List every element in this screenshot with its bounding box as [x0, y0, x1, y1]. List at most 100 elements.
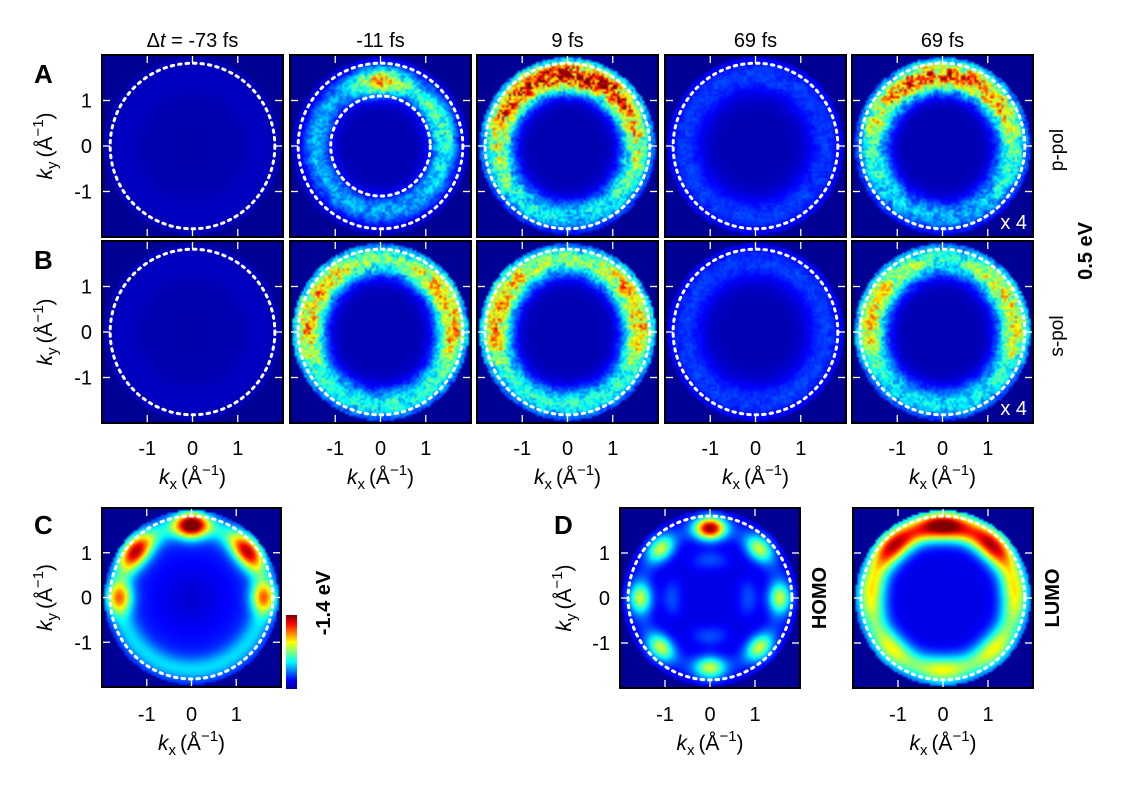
energy-label-rows: 0.5 eV	[1075, 221, 1097, 279]
panel-a-col5	[851, 54, 1034, 238]
row-b-ky-label-unit: (Å	[34, 323, 57, 344]
panel-d-homo	[619, 507, 801, 689]
panel-d-lumo-heatmap	[853, 508, 1033, 688]
row-b-col3-xtick-label-2: 1	[607, 438, 618, 460]
column-title-2: -11 fs	[356, 30, 405, 52]
row-b-col3-kx-label-close: )	[594, 466, 601, 489]
panel-d-lumo-xtick-label-0: -1	[889, 704, 907, 726]
row-b-col1-xtick-label-0: -1	[138, 438, 156, 460]
panel-d-ky-label-symbol: k	[553, 620, 576, 632]
panel-c-kx-label-exp: −1	[201, 728, 218, 745]
panel-b-col2-frame	[289, 240, 472, 424]
column-title-4: 69 fs	[734, 30, 777, 52]
panel-a-col1-frame	[101, 54, 284, 238]
row-b-col2-kx-label-exp: −1	[390, 462, 407, 479]
column-title-5: 69 fs	[921, 30, 964, 52]
panel-d-lumo-horizon-circle	[859, 514, 1027, 682]
panel-b-col5-frame	[851, 240, 1034, 424]
panel-b-col1-horizon-circle	[108, 247, 277, 417]
row-b-col1-xtick-label-1: 0	[187, 438, 198, 460]
row-b-col2-kx-label-close: )	[407, 466, 414, 489]
row-b-col4-kx-label-symbol: k	[722, 466, 734, 489]
panel-d-homo-xtick-label-1: 0	[704, 704, 715, 726]
row-a-ytick-label-0: 1	[81, 91, 92, 113]
panel-a-col2-inner-circle	[329, 94, 432, 198]
panel-c-ytick-label-1: 0	[81, 588, 92, 610]
panel-d-homo-frame	[619, 507, 801, 689]
row-b-col5-xtick-label-0: -1	[888, 438, 906, 460]
row-b-col4-kx-label-unit: (Å	[744, 466, 765, 489]
panel-c-ytick-label-2: -1	[74, 632, 92, 654]
panel-c-ky-label-unit: (Å	[34, 588, 57, 609]
panel-c-kx-label-sub: x	[168, 742, 176, 759]
panel-a-col2-frame	[289, 54, 472, 238]
row-b-col1-kx-label-close: )	[219, 466, 226, 489]
panel-d-ky-label-sub: y	[563, 613, 580, 621]
panel-a-col5-horizon-circle	[858, 61, 1027, 231]
panel-d-homo-kx-label: kx (Å−1)	[676, 728, 743, 759]
panel-d-homo-xtick-label-2: 1	[749, 704, 760, 726]
panel-c-ky-label: ky (Å−1)	[30, 564, 61, 631]
row-b-col5-xtick-label-1: 0	[937, 438, 948, 460]
panel-d-ky-label-close: )	[553, 564, 576, 571]
row-b-ky-label-symbol: k	[34, 354, 57, 366]
delta-symbol: Δ	[147, 30, 160, 52]
colorbar-label: -1.4 eV	[313, 570, 335, 635]
panel-d-lumo-kx-label-symbol: k	[909, 732, 921, 755]
panel-d-lumo-kx-label-exp: −1	[952, 728, 969, 745]
column-title-1: Δt = -73 fs	[147, 30, 239, 52]
row-b-col1-kx-label-unit: (Å	[181, 466, 202, 489]
row-b-col3-kx-label-symbol: k	[534, 466, 546, 489]
panel-d-lumo-kx-label: kx (Å−1)	[909, 728, 976, 759]
panel-a-col1	[101, 54, 284, 238]
panel-d-lumo-label: LUMO	[1042, 569, 1064, 628]
row-a-ky-label: ky (Å−1)	[30, 112, 61, 179]
panel-c	[101, 507, 282, 688]
row-a-ky-label-close: )	[34, 112, 57, 119]
row-b-col5-xtick-label-2: 1	[982, 438, 993, 460]
panel-b-col1-frame	[101, 240, 284, 424]
panel-d-ky-label-unit: (Å	[553, 589, 576, 610]
panel-d-homo-kx-label-close: )	[737, 732, 744, 755]
row-b-col4-kx-label-close: )	[782, 466, 789, 489]
row-b-col4-xtick-label-0: -1	[701, 438, 719, 460]
panel-b-col3	[476, 240, 659, 424]
row-a-ky-label-sub: y	[44, 161, 61, 169]
row-b-ky-label-exp: −1	[30, 305, 47, 322]
row-b-col5-kx-label-symbol: k	[909, 466, 921, 489]
row-b-col3-xtick-label-1: 0	[562, 438, 573, 460]
panel-d-lumo-kx-label-sub: x	[920, 742, 928, 759]
panel-d-ky-label-exp: −1	[549, 571, 566, 588]
row-b-col3-xtick-label-0: -1	[513, 438, 531, 460]
panel-c-xtick-label-2: 1	[231, 704, 242, 726]
panel-b-col5-horizon-circle	[858, 247, 1027, 417]
panel-b-col4-frame	[664, 240, 847, 424]
row-b-col3-kx-label: kx (Å−1)	[534, 462, 601, 493]
panel-a-col2-horizon-circle	[296, 61, 465, 231]
panel-b-col3-frame	[476, 240, 659, 424]
panel-letter-b: B	[34, 245, 53, 275]
panel-d-homo-kx-label-exp: −1	[719, 728, 736, 745]
row-b-col2-kx-label-sub: x	[357, 476, 365, 493]
row-b-ky-label-close: )	[34, 298, 57, 305]
panel-d-homo-kx-label-unit: (Å	[698, 732, 719, 755]
row-a-ytick-label-1: 0	[81, 136, 92, 158]
panel-a-col5-heatmap	[852, 55, 1033, 237]
panel-b-col1-heatmap	[102, 241, 283, 423]
panel-b-col5	[851, 240, 1034, 424]
row-b-ky-label: ky (Å−1)	[30, 298, 61, 365]
panel-a-col5-scale-label: x 4	[1000, 212, 1027, 234]
panel-c-heatmap	[102, 508, 281, 687]
panel-b-col4-horizon-circle	[671, 247, 840, 417]
panel-b-col1	[101, 240, 284, 424]
panel-a-col2	[289, 54, 472, 238]
row-b-col3-kx-label-sub: x	[544, 476, 552, 493]
row-b-col5-kx-label-exp: −1	[952, 462, 969, 479]
panel-d-lumo-xtick-label-2: 1	[982, 704, 993, 726]
row-a-ytick-label-2: -1	[74, 182, 92, 204]
panel-a-col4-frame	[664, 54, 847, 238]
row-b-col1-kx-label-symbol: k	[159, 466, 171, 489]
panel-d-homo-kx-label-symbol: k	[676, 732, 688, 755]
panel-b-col5-heatmap	[852, 241, 1033, 423]
